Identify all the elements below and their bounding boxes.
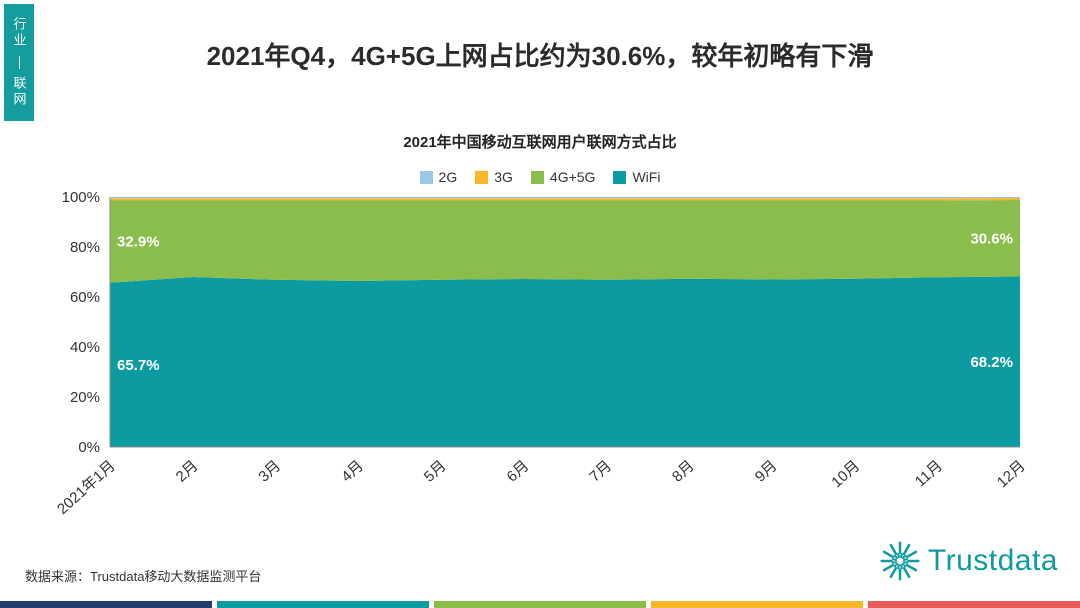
y-tick-label: 0% — [78, 439, 100, 456]
legend-item-4g5g: 4G+5G — [530, 169, 596, 185]
y-tick-label: 60% — [70, 289, 100, 306]
legend-label: 4G+5G — [549, 169, 596, 185]
trustdata-logo-icon — [880, 541, 920, 581]
page-title: 2021年Q4，4G+5G上网占比约为30.6%，较年初略有下滑 — [206, 41, 874, 71]
area-4g5g — [110, 200, 1020, 283]
data-label: 32.9% — [117, 234, 160, 251]
x-tick-label: 2021年1月 — [54, 457, 119, 518]
x-tick-label: 2月 — [173, 457, 202, 485]
legend-swatch — [419, 170, 433, 184]
strip-segment — [651, 601, 863, 608]
x-tick-label: 7月 — [586, 457, 615, 485]
legend-label: WiFi — [632, 169, 661, 185]
data-label: 68.2% — [970, 354, 1013, 371]
x-tick-label: 10月 — [828, 457, 863, 491]
x-tick-label: 8月 — [669, 457, 698, 485]
side-tab-divider — [18, 56, 20, 69]
x-tick-label: 12月 — [994, 457, 1029, 491]
strip-segment — [434, 601, 646, 608]
trustdata-logo: Trustdata — [877, 538, 1058, 584]
strip-segment — [217, 601, 429, 608]
strip-segment — [0, 601, 212, 608]
side-tab-label-top: 行业 — [11, 17, 27, 49]
data-label: 65.7% — [117, 357, 160, 374]
x-tick-label: 6月 — [504, 457, 533, 485]
stacked-area-chart: 0% 20% 40% 60% 80% 100% 2021年1月 2月 3月 4月 5月 6月 7月 8月 9… — [54, 190, 1029, 518]
chart-legend: 2G 3G 4G+5G WiFi — [0, 169, 1080, 185]
y-tick-label: 100% — [62, 190, 100, 206]
side-tab: 行业 联网 — [4, 4, 34, 121]
y-tick-label: 20% — [70, 389, 100, 406]
legend-label: 2G — [438, 169, 458, 185]
legend-swatch — [613, 170, 627, 184]
x-tick-label: 11月 — [912, 457, 946, 490]
x-tick-label: 3月 — [255, 457, 284, 485]
data-label: 30.6% — [970, 230, 1013, 247]
area-2g — [110, 197, 1020, 199]
x-tick-label: 5月 — [421, 457, 450, 485]
chart-title: 2021年中国移动互联网用户联网方式占比 — [403, 134, 677, 151]
legend-item-wifi: WiFi — [613, 169, 660, 185]
x-tick-label: 4月 — [338, 457, 367, 485]
trustdata-logo-text: Trustdata — [927, 544, 1058, 577]
legend-item-3g: 3G — [475, 169, 513, 185]
area-3g — [110, 198, 1020, 201]
bottom-color-strip — [0, 601, 1080, 608]
legend-label: 3G — [494, 169, 513, 185]
side-tab-label-bottom: 联网 — [11, 76, 27, 108]
legend-item-2g: 2G — [419, 169, 458, 185]
legend-swatch — [475, 170, 489, 184]
x-tick-label: 9月 — [752, 457, 781, 485]
legend-swatch — [530, 170, 544, 184]
y-tick-label: 80% — [70, 239, 100, 256]
data-source: 数据来源：Trustdata移动大数据监测平台 — [25, 569, 262, 584]
strip-segment — [868, 601, 1080, 608]
area-wifi — [110, 276, 1020, 447]
y-tick-label: 40% — [70, 339, 100, 356]
